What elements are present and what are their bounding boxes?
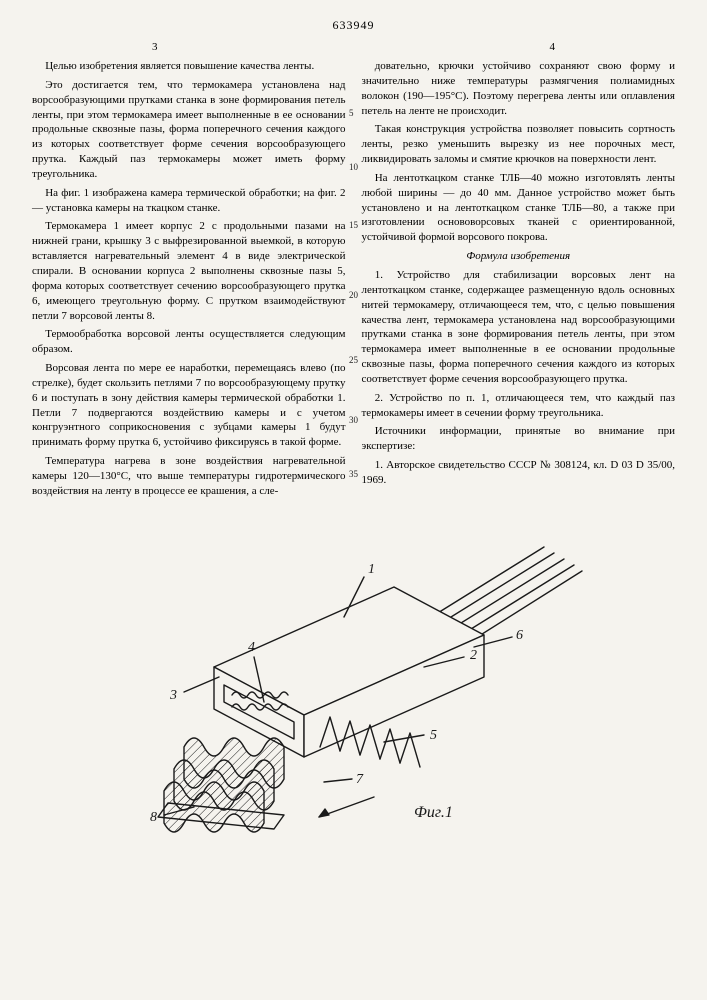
line-marker: 20	[349, 289, 358, 301]
source-item: 1. Авторское свидетельство СССР № 308124…	[362, 458, 676, 488]
line-marker: 35	[349, 468, 358, 480]
sources-heading: Источники информации, принятые во вниман…	[362, 424, 676, 454]
callout-5: 5	[430, 728, 437, 743]
line-marker: 10	[349, 161, 358, 173]
figure-1: 1 2 3 4 5 6 7 8 Фиг.1	[32, 517, 675, 842]
line-number-gutter: 5 10 15 20 25 30 35	[349, 59, 358, 480]
figure-caption: Фиг.1	[414, 804, 453, 821]
text-columns: 5 10 15 20 25 30 35 Целью изобретения яв…	[32, 59, 675, 503]
body-paragraph: Термообработка ворсовой ленты осуществля…	[32, 327, 346, 357]
body-paragraph: На фиг. 1 изображена камера термической …	[32, 186, 346, 216]
page-number-right: 4	[550, 41, 556, 53]
line-marker: 5	[349, 107, 358, 119]
body-paragraph: довательно, крючки устойчиво сохраняют с…	[362, 59, 676, 118]
body-paragraph: Целью изобретения является повышение кач…	[32, 59, 346, 74]
document-number: 633949	[32, 18, 675, 33]
page-number-row: 3 4	[32, 41, 675, 53]
callout-3: 3	[169, 688, 177, 703]
body-paragraph: Ворсовая лента по мере ее наработки, пер…	[32, 361, 346, 450]
callout-4: 4	[248, 640, 255, 655]
callout-1: 1	[368, 562, 375, 577]
line-marker: 15	[349, 219, 358, 231]
claim-paragraph: 2. Устройство по п. 1, отличающееся тем,…	[362, 391, 676, 421]
line-marker: 25	[349, 354, 358, 366]
callout-7: 7	[356, 772, 364, 787]
callout-2: 2	[470, 648, 477, 663]
callout-6: 6	[516, 628, 523, 643]
line-marker: 30	[349, 414, 358, 426]
right-column: довательно, крючки устойчиво сохраняют с…	[362, 59, 676, 503]
body-paragraph: Такая конструкция устройства позволяет п…	[362, 122, 676, 167]
page: 633949 3 4 5 10 15 20 25 30 35 Целью изо…	[0, 0, 707, 852]
figure-svg: 1 2 3 4 5 6 7 8 Фиг.1	[124, 517, 584, 837]
body-paragraph: На лентоткацком станке ТЛБ—40 можно изго…	[362, 171, 676, 245]
claim-paragraph: 1. Устройство для стабилизации ворсовых …	[362, 268, 676, 387]
formula-heading: Формула изобретения	[362, 249, 676, 264]
left-column: Целью изобретения является повышение кач…	[32, 59, 346, 503]
page-number-left: 3	[152, 41, 158, 53]
body-paragraph: Температура нагрева в зоне воздействия н…	[32, 454, 346, 499]
body-paragraph: Это достигается тем, что термокамера уст…	[32, 78, 346, 182]
body-paragraph: Термокамера 1 имеет корпус 2 с продольны…	[32, 219, 346, 323]
callout-8: 8	[150, 810, 157, 825]
